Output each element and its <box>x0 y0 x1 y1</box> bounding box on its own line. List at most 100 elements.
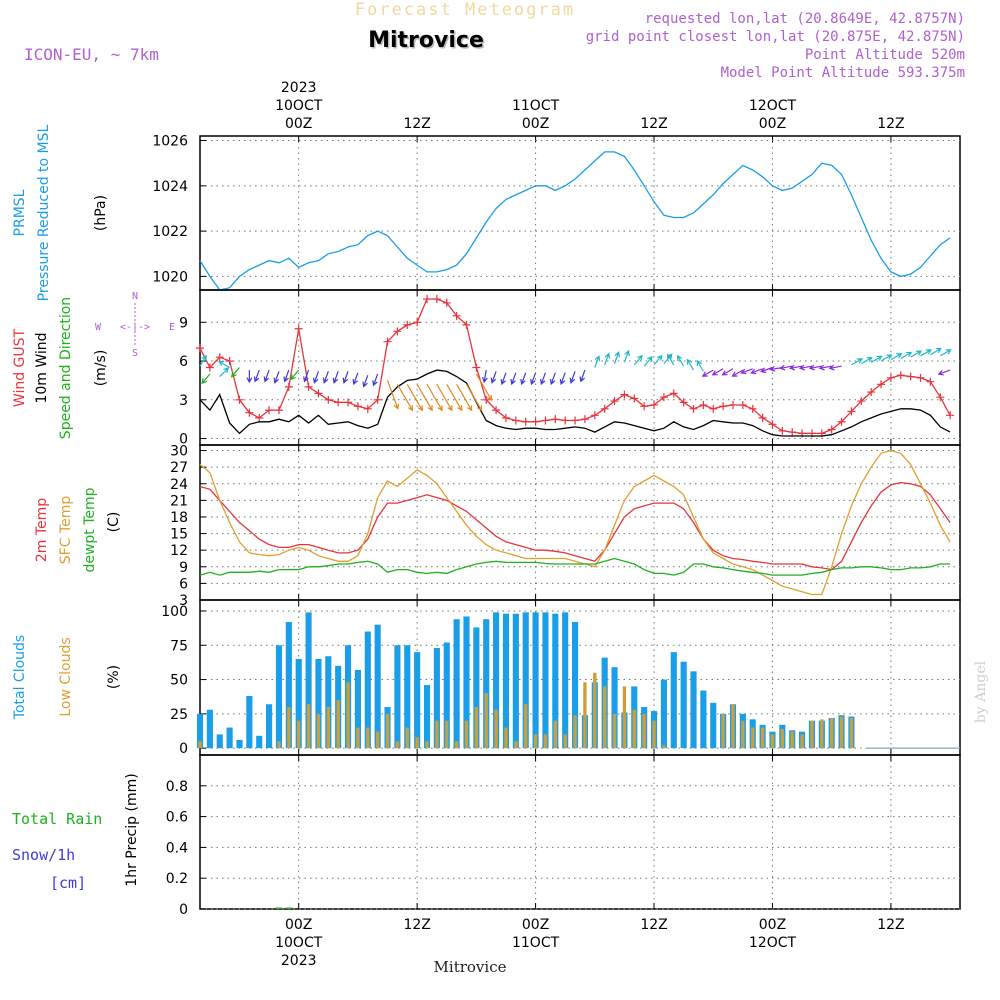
bottom-tick-label: 12OCT <box>749 935 797 951</box>
clouds-series-1-bar <box>622 686 627 749</box>
temp-ytick-label: 9 <box>179 560 188 576</box>
temp-ytick-label: 15 <box>170 527 188 543</box>
wind-series-0-marker <box>778 426 787 435</box>
clouds-series-1-bar <box>504 727 508 749</box>
wind-arrow <box>613 351 620 364</box>
clouds-series-1-bar <box>474 706 479 749</box>
clouds-series-1-bar <box>356 727 360 749</box>
clouds-series-1-bar <box>810 720 814 749</box>
compass-north: N <box>132 291 138 302</box>
wind-ytick-label: 3 <box>179 393 188 409</box>
clouds-series-1-bar <box>494 709 498 749</box>
wind-labels: Wind GUST 10m Wind Speed and Direction (… <box>12 291 175 439</box>
info-line-2: grid point closest lon,lat (20.875E, 42.… <box>586 29 965 45</box>
wind-series-0-marker <box>946 411 955 420</box>
clouds-series-1-bar <box>642 713 646 749</box>
wind-arrow <box>851 358 863 366</box>
clouds-series-0-bar <box>690 671 697 749</box>
wind-arrow <box>436 383 453 412</box>
info-line-1: requested lon,lat (20.8649E, 42.8757N) <box>645 11 965 27</box>
wind-arrow <box>201 373 211 385</box>
wind-arrow <box>303 369 310 383</box>
wind-arrow <box>263 369 270 383</box>
wind-series-0-marker <box>472 363 481 372</box>
bottom-tick-label: 00Z <box>522 917 549 933</box>
wind-series-0-marker <box>896 371 905 380</box>
temp-series-1-line <box>199 449 951 596</box>
clouds-series-1-bar <box>543 734 548 749</box>
wind-arrow <box>721 368 734 376</box>
wind-series-0-marker <box>245 408 254 417</box>
clouds-series-0-bar <box>680 661 687 749</box>
wind-series-0-marker <box>719 402 728 411</box>
wind-arrow <box>711 368 724 376</box>
clouds-series-1-bar <box>721 713 725 749</box>
wind-arrow <box>230 367 240 378</box>
clouds-series-0-bar <box>414 652 421 749</box>
wind-label-10m: 10m Wind <box>34 332 50 403</box>
bottom-tick-label: 00Z <box>285 917 312 933</box>
precip-ytick-label: 0.4 <box>166 840 188 856</box>
clouds-series-1-bar <box>277 741 281 749</box>
wind-arrow <box>731 369 744 377</box>
wind-arrow <box>246 370 253 384</box>
clouds-series-0-bar <box>700 690 707 749</box>
wind-series-0-marker <box>640 402 649 411</box>
top-tick-label: 11OCT <box>512 98 560 114</box>
wind-arrow <box>386 380 400 410</box>
wind-arrow <box>446 383 463 412</box>
panels: 1020102210241026036936912151821242730025… <box>152 134 961 918</box>
wind-series-0-marker <box>610 397 619 406</box>
clouds-series-0-bar <box>295 658 302 749</box>
wind-series-0-marker <box>393 327 402 336</box>
clouds-series-0-bar <box>493 612 500 749</box>
temp-ytick-label: 21 <box>170 493 188 509</box>
clouds-series-1-bar <box>602 686 607 749</box>
clouds-series-1-bar <box>830 717 834 749</box>
wind-series-1-line <box>199 369 951 437</box>
cloud-label-total: Total Clouds <box>12 635 28 720</box>
compass-south: S <box>132 348 138 359</box>
wind-arrow <box>362 375 369 388</box>
wind-series-0-marker <box>482 395 491 404</box>
temp-ytick-label: 30 <box>170 444 188 460</box>
wind-series-0-marker <box>590 411 599 420</box>
wind-arrow <box>342 371 349 384</box>
forecast-subtitle: Forecast Meteogram <box>355 0 575 20</box>
clouds-series-0-bar <box>354 669 361 749</box>
wind-series-0-marker <box>383 337 392 346</box>
wind-series-0-marker <box>600 404 609 413</box>
clouds-series-0-bar <box>433 648 440 749</box>
wind-series-0-marker <box>531 417 540 426</box>
wind-series-0-marker <box>304 382 313 391</box>
wind-series-0-line <box>199 298 951 435</box>
wind-arrow <box>253 369 260 383</box>
temp-series-0-line <box>199 481 951 571</box>
clouds-series-0-bar <box>660 679 667 749</box>
temp-ytick-label: 6 <box>179 576 188 592</box>
wind-panel: 0 3 6 9 <box>179 289 961 448</box>
wind-arrow <box>322 371 329 384</box>
wind-arrow <box>870 355 883 363</box>
clouds-ytick-label: 25 <box>170 707 188 723</box>
top-tick-label: 12Z <box>403 116 430 132</box>
wind-label-unit: (m/s) <box>93 350 109 387</box>
clouds-series-1-bar <box>770 734 775 749</box>
clouds-ytick-label: 100 <box>161 604 188 620</box>
wind-series-0-marker <box>314 389 323 398</box>
wind-series-0-marker <box>926 377 935 386</box>
clouds-series-0-bar <box>266 704 273 749</box>
wind-series-0-marker <box>541 416 550 425</box>
clouds-series-0-bar <box>542 612 549 749</box>
clouds-ytick-label: 0 <box>179 741 188 757</box>
wind-series-0-marker <box>324 395 333 404</box>
wind-label-dir: Speed and Direction <box>58 297 74 439</box>
wind-arrow <box>273 371 280 384</box>
wind-arrow <box>559 372 566 386</box>
credit-watermark: by Angel <box>973 660 989 723</box>
wind-arrow <box>520 372 527 386</box>
wind-arrow <box>653 354 663 366</box>
model-label: ICON-EU, ~ 7km <box>24 45 159 64</box>
clouds-series-1-bar <box>652 720 656 749</box>
